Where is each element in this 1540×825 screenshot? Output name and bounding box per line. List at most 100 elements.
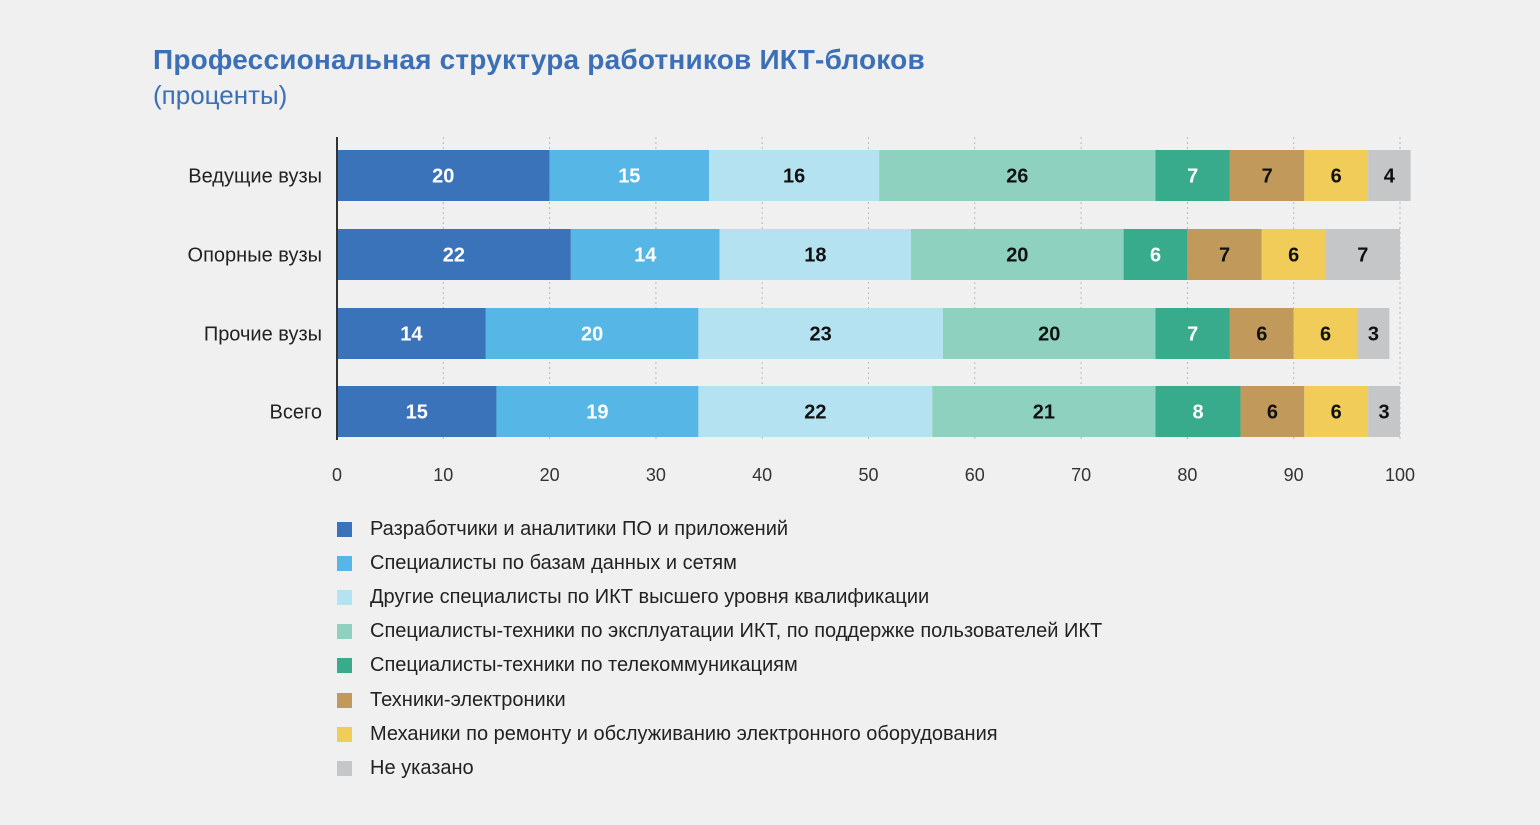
bar-segment [485,308,699,359]
legend-item: Специалисты-техники по эксплуатации ИКТ,… [337,615,1102,649]
bar-segment [932,386,1156,437]
legend-item: Другие специалисты по ИКТ высшего уровня… [337,580,1102,614]
x-tick-label: 0 [332,465,342,485]
legend-label: Другие специалисты по ИКТ высшего уровня… [370,585,930,608]
bar-segment [942,308,1156,359]
legend-swatch [337,589,352,605]
bar-segment [1368,150,1411,201]
bar-segment [1123,229,1188,280]
bar-segment [1293,308,1358,359]
bar-segment [570,229,720,280]
bar-value-label: 7 [1187,324,1198,346]
bar-segment [1155,308,1230,359]
x-tick-label: 10 [433,465,453,485]
chart-title: Профессиональная структура работников ИК… [153,44,925,75]
bar-segment [1229,308,1294,359]
bar-value-label: 6 [1331,166,1342,188]
stacked-bar-chart: 20 15 16 26 7 7 6 4 Ведущие вузы 22 14 18 20 6 7 6 7 Опор… [188,137,1415,485]
bar-value-label: 7 [1219,245,1230,267]
bar-segment [1261,229,1326,280]
legend-label: Разработчики и аналитики ПО и приложений [370,517,789,540]
bar-value-label: 19 [586,402,608,424]
bar-segment [1229,150,1305,201]
bar-value-label: 22 [443,245,465,267]
legend-item: Техники-электроники [337,683,1102,717]
bar-value-label: 21 [1033,402,1055,424]
bar-value-label: 22 [804,402,826,424]
legend-swatch [337,658,352,674]
bar-value-label: 3 [1378,402,1389,424]
legend-item: Механики по ремонту и обслуживанию элект… [337,717,1102,751]
legend-swatch [337,692,352,708]
bar-segment [337,308,486,359]
legend-label: Специалисты по базам данных и сетям [370,551,737,574]
legend-item: Не указано [337,751,1102,785]
bar-value-label: 6 [1288,245,1299,267]
x-tick-label: 50 [858,465,878,485]
legend-label: Техники-электроники [370,688,566,711]
bar-value-label: 7 [1187,166,1198,188]
bar-value-label: 14 [400,324,423,346]
bar-value-label: 6 [1150,245,1161,267]
bar-value-label: 6 [1320,324,1331,346]
legend-swatch [337,726,352,742]
category-label: Опорные вузы [188,245,322,267]
bar-value-label: 7 [1357,245,1368,267]
x-tick-label: 80 [1177,465,1197,485]
x-tick-label: 40 [752,465,772,485]
bar-value-label: 6 [1331,402,1342,424]
category-label: Ведущие вузы [188,166,322,188]
bar-value-label: 23 [810,324,832,346]
category-label: Прочие вузы [204,324,322,346]
x-tick-label: 70 [1071,465,1091,485]
legend-swatch [337,624,352,640]
bar-value-label: 6 [1256,324,1267,346]
x-tick-label: 30 [646,465,666,485]
bar-value-label: 18 [804,245,826,267]
bar-value-label: 15 [406,402,428,424]
bar-value-label: 20 [1038,324,1060,346]
bar-segment [1304,150,1369,201]
legend-swatch [337,555,352,571]
x-tick-label: 60 [965,465,985,485]
bar-segment [337,150,550,201]
bar-segment [879,150,1156,201]
bar-segment [911,229,1124,280]
bar-segment [1325,229,1400,280]
bar-segment [1155,386,1241,437]
x-tick-label: 100 [1385,465,1415,485]
bar-value-label: 8 [1192,402,1203,424]
legend-label: Механики по ремонту и обслуживанию элект… [370,722,998,745]
bar-segment [698,308,943,359]
legend-item: Разработчики и аналитики ПО и приложений [337,512,1102,546]
bar-value-label: 16 [783,166,805,188]
legend-swatch [337,521,352,537]
bar-value-label: 20 [432,166,454,188]
bar-segment [1240,386,1305,437]
legend-label: Специалисты-техники по эксплуатации ИКТ,… [370,620,1103,643]
bar-value-label: 15 [618,166,640,188]
bar-segment [1304,386,1369,437]
x-tick-label: 20 [540,465,560,485]
bar-value-label: 20 [1006,245,1028,267]
bar-segment [496,386,699,437]
bar-segment [1155,150,1230,201]
bar-segment [1357,308,1390,359]
bar-segment [719,229,912,280]
bar-value-label: 7 [1262,166,1273,188]
category-label: Всего [270,402,322,424]
bar-value-label: 3 [1368,324,1379,346]
bar-value-label: 20 [581,324,603,346]
bar-segment [1368,386,1400,437]
legend-item: Специалисты-техники по телекоммуникациям [337,649,1102,683]
bar-segment [1187,229,1262,280]
x-tick-label: 90 [1284,465,1304,485]
bar-segment [337,229,571,280]
legend-item: Специалисты по базам данных и сетям [337,546,1102,580]
bar-value-label: 6 [1267,402,1278,424]
legend-swatch [337,760,352,776]
bar-segment [709,150,880,201]
bar-segment [698,386,933,437]
chart-legend: Разработчики и аналитики ПО и приложений… [337,512,1102,786]
bar-segment [549,150,710,201]
